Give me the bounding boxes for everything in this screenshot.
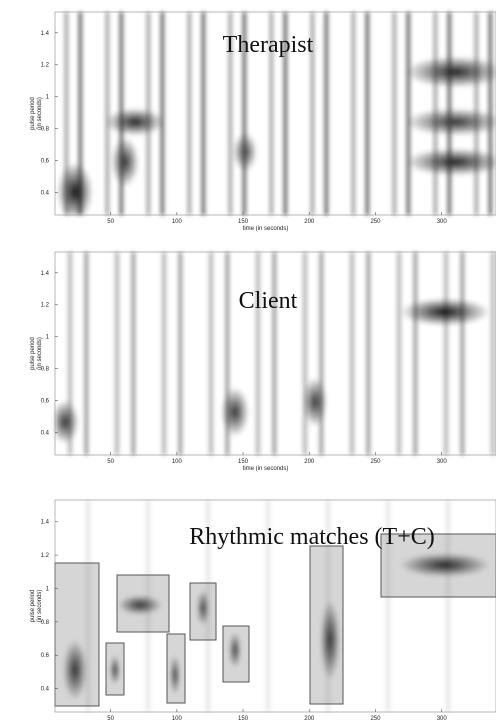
y-axis-label: (in seconds) (37, 590, 43, 623)
plot-frame (54, 11, 496, 216)
x-axis-label: time (in seconds) (243, 466, 289, 472)
y-tick-label: 0.4 (41, 191, 50, 197)
y-axis-label: pulse period (30, 337, 36, 370)
y-axis-label: (in seconds) (37, 337, 43, 370)
y-tick-label: 0.6 (41, 159, 50, 165)
x-tick-label: 100 (172, 459, 183, 465)
x-tick-label: 200 (304, 219, 315, 225)
y-tick-label: 0.4 (41, 687, 50, 693)
y-tick-label: 0.4 (41, 431, 50, 437)
y-tick-label: 1 (46, 95, 50, 101)
x-tick-label: 250 (370, 219, 381, 225)
match-box (116, 574, 170, 633)
y-tick-label: 0.6 (41, 653, 50, 659)
y-tick-label: 0.8 (41, 367, 50, 373)
y-tick-label: 1.2 (41, 303, 50, 309)
match-box (105, 642, 125, 696)
x-tick-label: 50 (107, 459, 114, 465)
panel-title: Client (239, 288, 298, 314)
y-axis-label: pulse period (30, 97, 36, 130)
y-tick-label: 1 (46, 586, 50, 592)
x-tick-label: 150 (238, 716, 249, 722)
y-tick-label: 1 (46, 335, 50, 341)
match-box (222, 625, 250, 683)
y-axis-label: (in seconds) (37, 97, 43, 130)
x-tick-label: 150 (238, 219, 249, 225)
y-tick-label: 1.4 (41, 31, 50, 37)
match-box (166, 633, 186, 704)
y-tick-label: 1.2 (41, 63, 50, 69)
x-tick-label: 200 (304, 716, 315, 722)
x-tick-label: 300 (437, 219, 448, 225)
x-tick-label: 250 (370, 459, 381, 465)
y-axis-label: pulse period (30, 590, 36, 623)
plot-frame (54, 251, 496, 456)
match-box (189, 582, 217, 641)
y-tick-label: 1.2 (41, 553, 50, 559)
highlight-boxes (54, 533, 496, 707)
y-tick-label: 0.8 (41, 127, 50, 133)
x-tick-label: 50 (107, 716, 114, 722)
x-axis-label: time (in seconds) (243, 226, 289, 232)
heatmap (55, 500, 496, 712)
x-tick-label: 100 (172, 219, 183, 225)
x-tick-label: 100 (172, 716, 183, 722)
match-box (54, 562, 100, 707)
x-tick-label: 200 (304, 459, 315, 465)
heatmap (55, 252, 496, 455)
x-tick-label: 300 (437, 716, 448, 722)
x-tick-label: 150 (238, 459, 249, 465)
x-tick-label: 50 (107, 219, 114, 225)
panel-title: Therapist (223, 32, 314, 58)
x-tick-label: 250 (370, 716, 381, 722)
y-tick-label: 1.4 (41, 271, 50, 277)
y-tick-label: 0.8 (41, 620, 50, 626)
y-tick-label: 1.4 (41, 520, 50, 526)
heatmap (55, 12, 496, 215)
match-box (380, 533, 496, 598)
x-tick-label: 300 (437, 459, 448, 465)
plot-frame (54, 499, 496, 713)
match-box (309, 545, 344, 705)
panel-title: Rhythmic matches (T+C) (189, 524, 434, 550)
y-tick-label: 0.6 (41, 399, 50, 405)
